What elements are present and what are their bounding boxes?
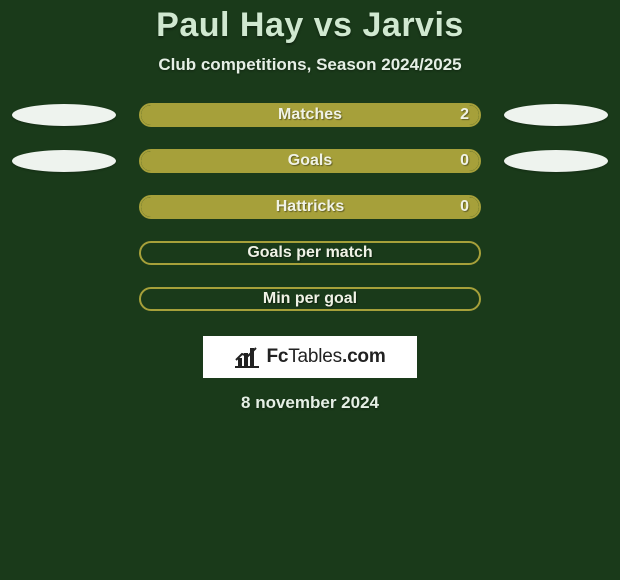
stat-row: Goals per match xyxy=(6,241,614,265)
player-left-chip xyxy=(12,150,116,172)
stat-row: Goals0 xyxy=(6,149,614,173)
player-right-chip xyxy=(504,150,608,172)
stat-bar: Min per goal xyxy=(139,287,481,311)
site-logo: FcTables.com xyxy=(202,335,418,379)
stat-bar-fill xyxy=(141,105,479,125)
stat-bar: Goals0 xyxy=(139,149,481,173)
stat-label: Goals per match xyxy=(141,243,479,263)
generation-date: 8 november 2024 xyxy=(0,393,620,413)
player-right-chip xyxy=(504,104,608,126)
stat-bar: Matches2 xyxy=(139,103,481,127)
bar-chart-icon xyxy=(234,346,260,368)
stat-row: Min per goal xyxy=(6,287,614,311)
logo-text-b: Tables xyxy=(288,346,342,367)
comparison-infographic: Paul Hay vs Jarvis Club competitions, Se… xyxy=(0,0,620,580)
site-logo-text: FcTables.com xyxy=(266,346,385,368)
page-subtitle: Club competitions, Season 2024/2025 xyxy=(0,55,620,75)
stat-rows-container: Matches2 Goals0 Hattricks0 Goals per match M… xyxy=(0,103,620,311)
stat-bar-fill xyxy=(141,197,479,217)
logo-text-c: .com xyxy=(342,346,386,367)
stat-bar: Hattricks0 xyxy=(139,195,481,219)
stat-row: Hattricks0 xyxy=(6,195,614,219)
stat-label: Min per goal xyxy=(141,289,479,309)
player-left-chip xyxy=(12,104,116,126)
page-title: Paul Hay vs Jarvis xyxy=(0,6,620,45)
stat-row: Matches2 xyxy=(6,103,614,127)
stat-bar-fill xyxy=(141,151,479,171)
logo-text-a: Fc xyxy=(266,346,288,367)
stat-bar: Goals per match xyxy=(139,241,481,265)
